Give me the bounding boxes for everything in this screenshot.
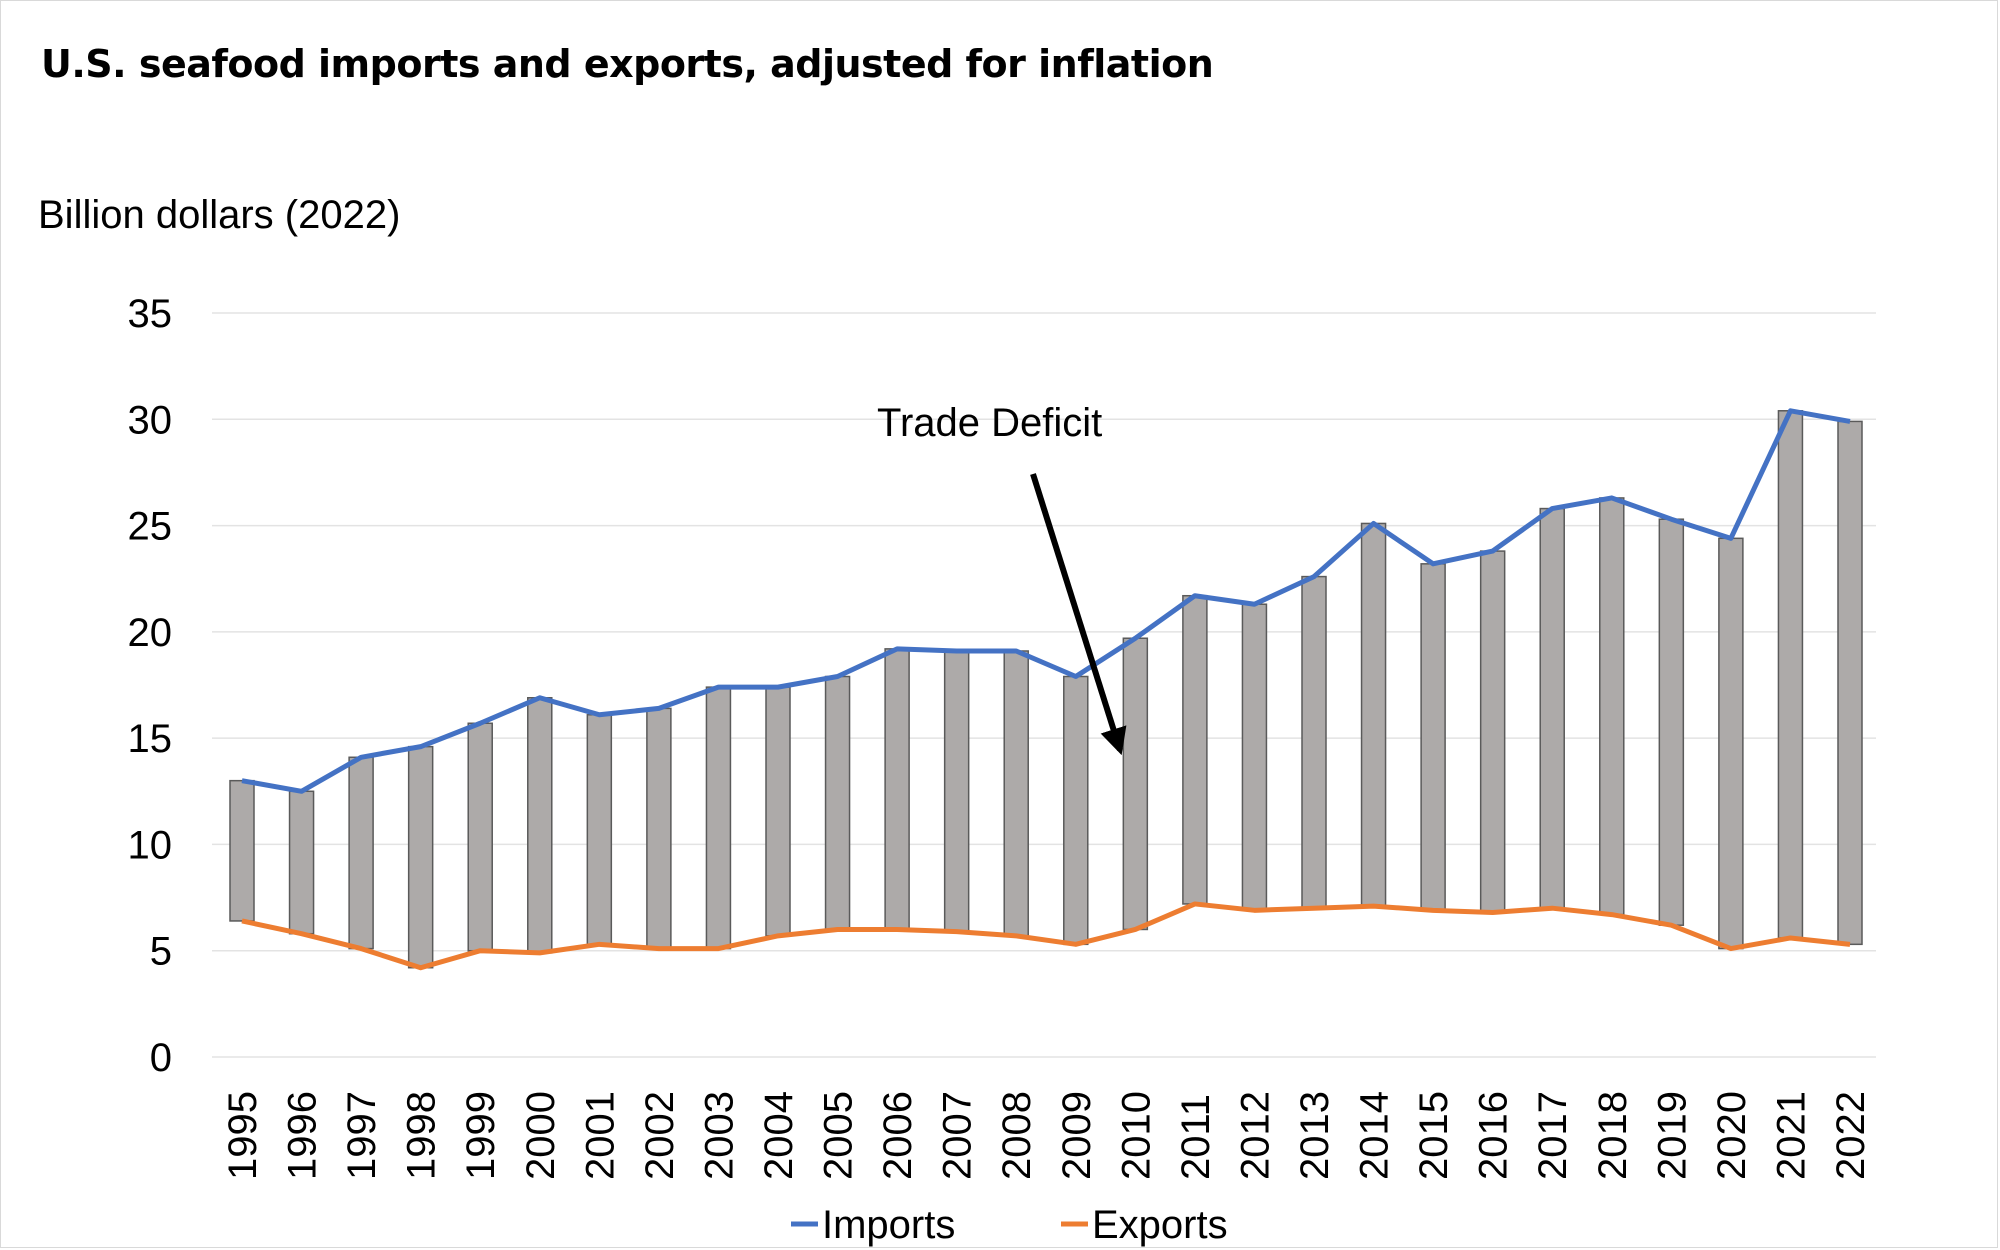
x-tick-label: 2010	[1114, 1091, 1158, 1180]
deficit-bar	[1599, 497, 1625, 916]
y-tick-label: 0	[150, 1036, 172, 1080]
deficit-bar	[467, 722, 493, 952]
deficit-bar	[1837, 420, 1863, 946]
y-axis-label: Billion dollars (2022)	[38, 193, 401, 237]
x-tick-label: 2012	[1233, 1091, 1277, 1180]
x-tick-label: 1999	[459, 1091, 503, 1180]
deficit-bar	[884, 648, 910, 931]
x-tick-label: 2020	[1710, 1091, 1754, 1180]
deficit-bar	[527, 697, 553, 954]
deficit-bar	[1003, 650, 1029, 937]
deficit-bar	[1777, 410, 1804, 939]
x-tick-label: 1997	[340, 1091, 384, 1180]
x-tick-label: 1995	[221, 1091, 265, 1180]
deficit-bar	[1063, 675, 1089, 946]
y-tick-label: 10	[128, 823, 173, 867]
deficit-bar	[288, 790, 315, 935]
y-tick-label: 15	[128, 717, 173, 761]
x-tick-label: 2021	[1769, 1091, 1813, 1180]
deficit-bar	[705, 686, 732, 950]
chart-title: U.S. seafood imports and exports, adjust…	[41, 42, 1214, 86]
x-tick-label: 1996	[281, 1091, 325, 1180]
x-tick-label: 2003	[697, 1091, 741, 1180]
x-tick-label: 2014	[1353, 1091, 1397, 1180]
y-tick-label: 30	[128, 398, 173, 442]
x-tick-label: 2011	[1174, 1094, 1218, 1180]
x-tick-label: 2022	[1829, 1091, 1873, 1180]
deficit-bar	[1658, 518, 1685, 926]
annotation-trade-deficit: Trade Deficit	[877, 401, 1102, 445]
x-tick-label: 2018	[1591, 1091, 1635, 1180]
x-tick-label: 2009	[1055, 1091, 1099, 1180]
deficit-bar	[824, 675, 851, 931]
y-tick-label: 25	[128, 505, 173, 549]
x-tick-label: 2000	[519, 1091, 563, 1180]
deficit-bar	[1301, 575, 1327, 909]
deficit-bar	[348, 756, 374, 950]
deficit-bar	[646, 707, 672, 950]
y-tick-label: 20	[128, 611, 173, 655]
deficit-bar	[1420, 563, 1446, 912]
series-line-exports	[241, 901, 1851, 971]
x-tick-label: 2016	[1472, 1091, 1516, 1180]
legend-label-exports: Exports	[1092, 1203, 1228, 1247]
deficit-bar	[586, 714, 613, 946]
series-line-imports	[241, 408, 1851, 794]
x-tick-label: 2001	[578, 1091, 622, 1180]
deficit-bar	[765, 686, 791, 937]
x-tick-label: 2013	[1293, 1091, 1337, 1180]
x-tick-label: 2015	[1412, 1091, 1456, 1180]
deficit-bar	[943, 650, 970, 933]
deficit-bar	[407, 745, 434, 969]
deficit-bar	[229, 779, 255, 922]
deficit-bar	[1182, 594, 1208, 905]
x-tick-label: 2017	[1531, 1091, 1575, 1180]
x-tick-label: 2019	[1650, 1091, 1694, 1180]
x-tick-label: 2005	[817, 1091, 861, 1180]
deficit-bar	[1241, 603, 1268, 912]
deficit-bar	[1479, 550, 1506, 914]
x-tick-label: 1998	[400, 1091, 444, 1180]
x-tick-label: 2004	[757, 1091, 801, 1180]
y-tick-label: 5	[150, 930, 172, 974]
x-tick-label: 2007	[936, 1091, 980, 1180]
x-tick-label: 2002	[638, 1091, 682, 1180]
annotation-arrow	[1030, 473, 1127, 756]
x-tick-label: 2008	[995, 1091, 1039, 1180]
x-tick-label: 2006	[876, 1091, 920, 1180]
deficit-bar	[1539, 507, 1565, 909]
deficit-bar	[1360, 522, 1387, 907]
legend-label-imports: Imports	[822, 1203, 955, 1247]
y-tick-label: 35	[128, 292, 173, 336]
deficit-bar	[1718, 537, 1744, 950]
deficit-bar	[1122, 637, 1149, 931]
